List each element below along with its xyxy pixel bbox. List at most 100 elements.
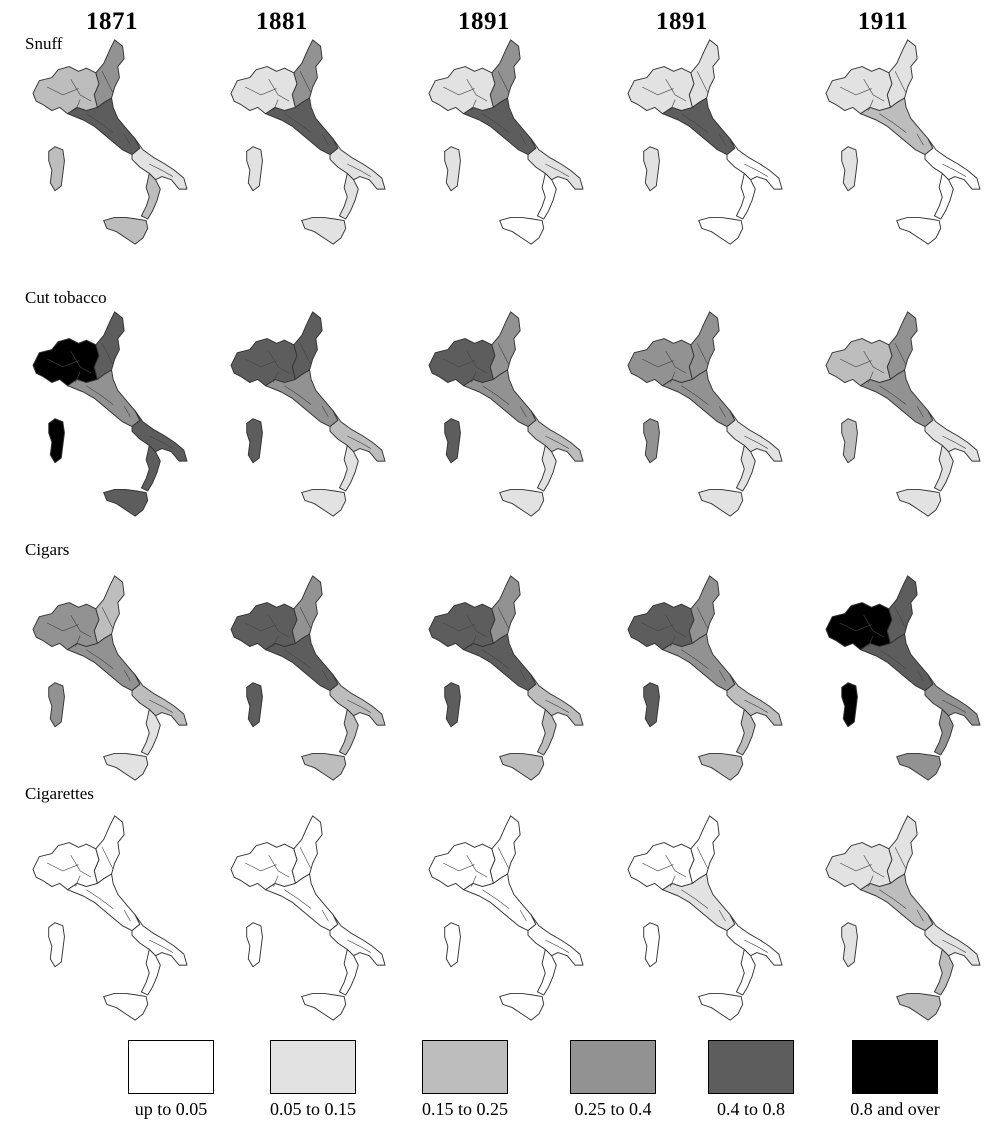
map-region	[338, 172, 359, 220]
province-border	[670, 371, 676, 383]
map-region	[536, 444, 557, 492]
province-border	[149, 939, 174, 953]
italy-map	[428, 575, 584, 781]
province-border	[347, 699, 372, 713]
province-border	[696, 847, 709, 870]
map-region	[726, 914, 783, 966]
map-region	[924, 138, 981, 190]
province-border	[868, 99, 874, 111]
province-border	[101, 71, 114, 94]
row-label: Cigars	[25, 540, 70, 559]
province-border	[443, 86, 475, 96]
map-region	[48, 418, 65, 464]
italy-map	[627, 39, 783, 245]
province-border	[75, 875, 81, 887]
province-border	[471, 635, 477, 647]
map-region	[338, 708, 359, 756]
map-region	[536, 948, 557, 996]
province-border	[868, 371, 874, 383]
map-region	[688, 39, 720, 108]
map-region	[886, 575, 918, 644]
map-region	[825, 602, 893, 651]
map-region	[246, 922, 263, 968]
province-border	[718, 909, 726, 922]
province-border	[894, 71, 907, 94]
map-region	[140, 172, 161, 220]
province-border	[149, 435, 174, 449]
row-label: Cut tobacco	[25, 288, 107, 307]
province-border	[916, 669, 924, 682]
map-region	[860, 873, 934, 932]
map-region	[230, 66, 298, 115]
province-border	[268, 78, 290, 102]
province-border	[471, 875, 477, 887]
map-region	[265, 369, 339, 428]
province-border	[670, 635, 676, 647]
province-border	[123, 133, 131, 146]
province-border	[670, 875, 676, 887]
province-border	[86, 385, 114, 405]
map-region	[726, 410, 783, 462]
map-region	[643, 146, 660, 192]
map-region	[140, 948, 161, 996]
province-border	[75, 371, 81, 383]
province-border	[545, 435, 570, 449]
province-border	[840, 358, 872, 368]
map-region	[103, 752, 149, 781]
map-region	[140, 708, 161, 756]
map-region	[463, 369, 537, 428]
province-border	[894, 847, 907, 870]
province-border	[642, 86, 674, 96]
map-region	[103, 216, 149, 245]
map-region	[103, 488, 149, 517]
map-region	[338, 444, 359, 492]
province-border	[321, 405, 329, 418]
map-region	[527, 138, 584, 190]
province-border	[879, 889, 907, 909]
province-border	[863, 350, 885, 374]
map-region	[643, 682, 660, 728]
map-region	[698, 216, 744, 245]
map-region	[735, 444, 756, 492]
province-border	[86, 889, 114, 909]
legend-label: 0.4 to 0.8	[716, 1099, 785, 1119]
map-region	[428, 842, 496, 891]
province-border	[284, 889, 312, 909]
map-region	[860, 633, 934, 692]
italy-map	[428, 815, 584, 1021]
map-region	[933, 948, 954, 996]
map-region	[499, 752, 545, 781]
province-border	[942, 699, 967, 713]
italy-map	[32, 39, 188, 245]
map-region	[246, 146, 263, 192]
map-region	[489, 575, 521, 644]
map-region	[103, 992, 149, 1021]
map-region	[463, 633, 537, 692]
italy-map	[428, 311, 584, 517]
map-region	[627, 602, 695, 651]
province-border	[681, 113, 709, 133]
italy-map	[627, 311, 783, 517]
province-border	[665, 350, 687, 374]
map-region	[825, 338, 893, 387]
italy-map	[32, 311, 188, 517]
map-region	[230, 338, 298, 387]
province-border	[466, 78, 488, 102]
map-region	[230, 842, 298, 891]
map-region	[131, 410, 188, 462]
province-border	[86, 113, 114, 133]
map-region	[527, 674, 584, 726]
italy-map	[825, 39, 981, 245]
province-border	[665, 854, 687, 878]
province-border	[284, 113, 312, 133]
map-region	[896, 992, 942, 1021]
map-region	[428, 338, 496, 387]
province-border	[497, 71, 510, 94]
map-region	[886, 39, 918, 108]
province-border	[347, 939, 372, 953]
map-region	[627, 842, 695, 891]
province-border	[299, 847, 312, 870]
year-header: 1881	[256, 8, 308, 35]
province-border	[273, 875, 279, 887]
province-border	[70, 78, 92, 102]
